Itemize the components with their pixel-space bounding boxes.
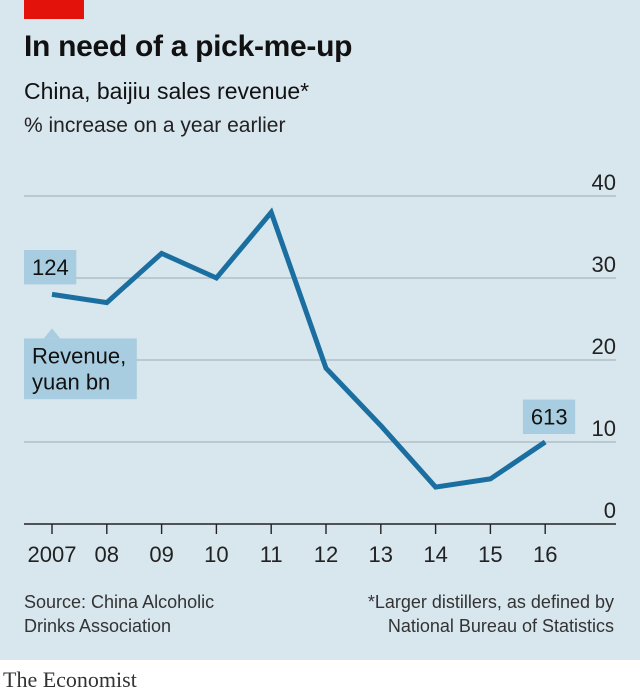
y-tick-label: 0	[604, 498, 616, 523]
x-tick-label: 12	[314, 542, 338, 567]
y-tick-label: 10	[592, 416, 616, 441]
brand-red-tag	[24, 0, 84, 19]
series-line	[51, 207, 547, 490]
y-tick-label: 20	[592, 334, 616, 359]
publisher-brand: The Economist	[3, 667, 137, 692]
x-tick-label: 15	[478, 542, 502, 567]
x-tick-label: 14	[423, 542, 447, 567]
x-tick-label: 10	[204, 542, 228, 567]
x-tick-label: 2007	[28, 542, 77, 567]
annotation-start-value: 124	[24, 250, 77, 285]
x-tick-label: 08	[95, 542, 119, 567]
x-tick-label: 09	[149, 542, 173, 567]
source-note: Source: China Alcoholic Drinks Associati…	[24, 592, 215, 636]
annotation-text: Revenue,	[32, 343, 126, 368]
annotation-box	[24, 338, 137, 400]
annotation-revenue-label: Revenue,yuan bn	[24, 338, 137, 400]
x-tick-label: 16	[533, 542, 557, 567]
annotation-box	[522, 399, 576, 434]
annotation-text: yuan bn	[32, 370, 110, 395]
chart-title: In need of a pick-me-up	[24, 30, 353, 63]
x-tick-label: 11	[260, 542, 283, 567]
y-tick-label: 30	[592, 252, 616, 277]
chart-panel	[0, 0, 640, 660]
chart-subtitle: China, baijiu sales revenue*	[24, 78, 310, 104]
annotation-end-value: 613	[522, 399, 576, 434]
x-tick-label: 13	[369, 542, 393, 567]
footnote: *Larger distillers, as defined by Nation…	[367, 592, 614, 636]
annotation-text: 124	[32, 255, 69, 280]
annotation-text: 613	[531, 405, 568, 430]
y-tick-label: 40	[592, 170, 616, 195]
line-chart: 0 10 20 30 40 2007 08 09 10 11 12 13 14 15 16 124 Reve…	[24, 170, 616, 567]
chart-unit-label: % increase on a year earlier	[24, 114, 286, 137]
annotation-pointer	[44, 328, 60, 339]
annotation-box	[24, 250, 77, 285]
